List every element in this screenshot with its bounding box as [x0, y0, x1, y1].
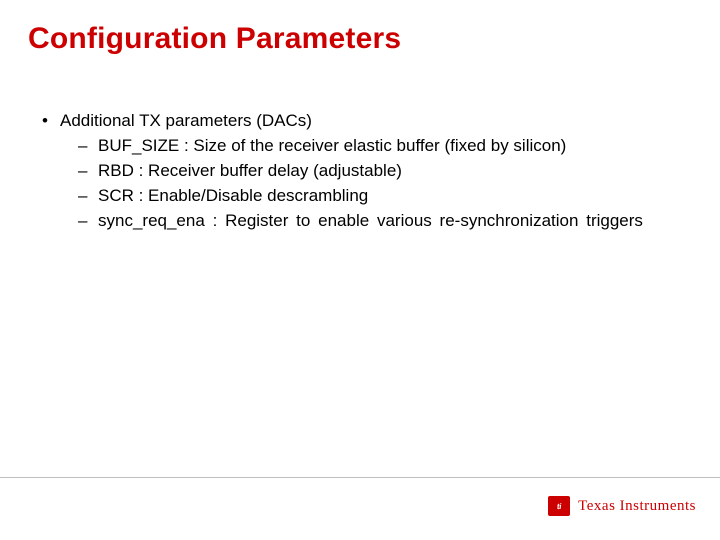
- sub-bullet-mark: –: [78, 135, 98, 158]
- sub-bullet-mark: –: [78, 160, 98, 183]
- sub-bullet-item: – RBD : Receiver buffer delay (adjustabl…: [78, 160, 680, 183]
- sub-bullet-text: sync_req_ena : Register to enable variou…: [98, 210, 680, 233]
- ti-chip-icon: ti: [548, 496, 570, 516]
- sub-bullet-text: RBD : Receiver buffer delay (adjustable): [98, 160, 680, 183]
- footer-divider: [0, 477, 720, 478]
- ti-logo: ti Texas Instruments: [548, 496, 696, 516]
- sub-bullet-text: SCR : Enable/Disable descrambling: [98, 185, 680, 208]
- sub-bullet-item: – SCR : Enable/Disable descrambling: [78, 185, 680, 208]
- ti-logo-text: Texas Instruments: [578, 498, 696, 515]
- sub-bullet-list: – BUF_SIZE : Size of the receiver elasti…: [78, 135, 680, 233]
- bullet-level1: • Additional TX parameters (DACs): [42, 110, 680, 133]
- bullet-mark: •: [42, 110, 60, 133]
- slide-body: • Additional TX parameters (DACs) – BUF_…: [42, 110, 680, 235]
- ti-chip-text: ti: [557, 502, 562, 511]
- slide: Configuration Parameters • Additional TX…: [0, 0, 720, 540]
- sub-bullet-text: BUF_SIZE : Size of the receiver elastic …: [98, 135, 680, 158]
- sub-bullet-mark: –: [78, 185, 98, 208]
- slide-title: Configuration Parameters: [28, 22, 401, 56]
- sub-bullet-mark: –: [78, 210, 98, 233]
- sub-bullet-item: – BUF_SIZE : Size of the receiver elasti…: [78, 135, 680, 158]
- bullet-text: Additional TX parameters (DACs): [60, 110, 312, 133]
- sub-bullet-item: – sync_req_ena : Register to enable vari…: [78, 210, 680, 233]
